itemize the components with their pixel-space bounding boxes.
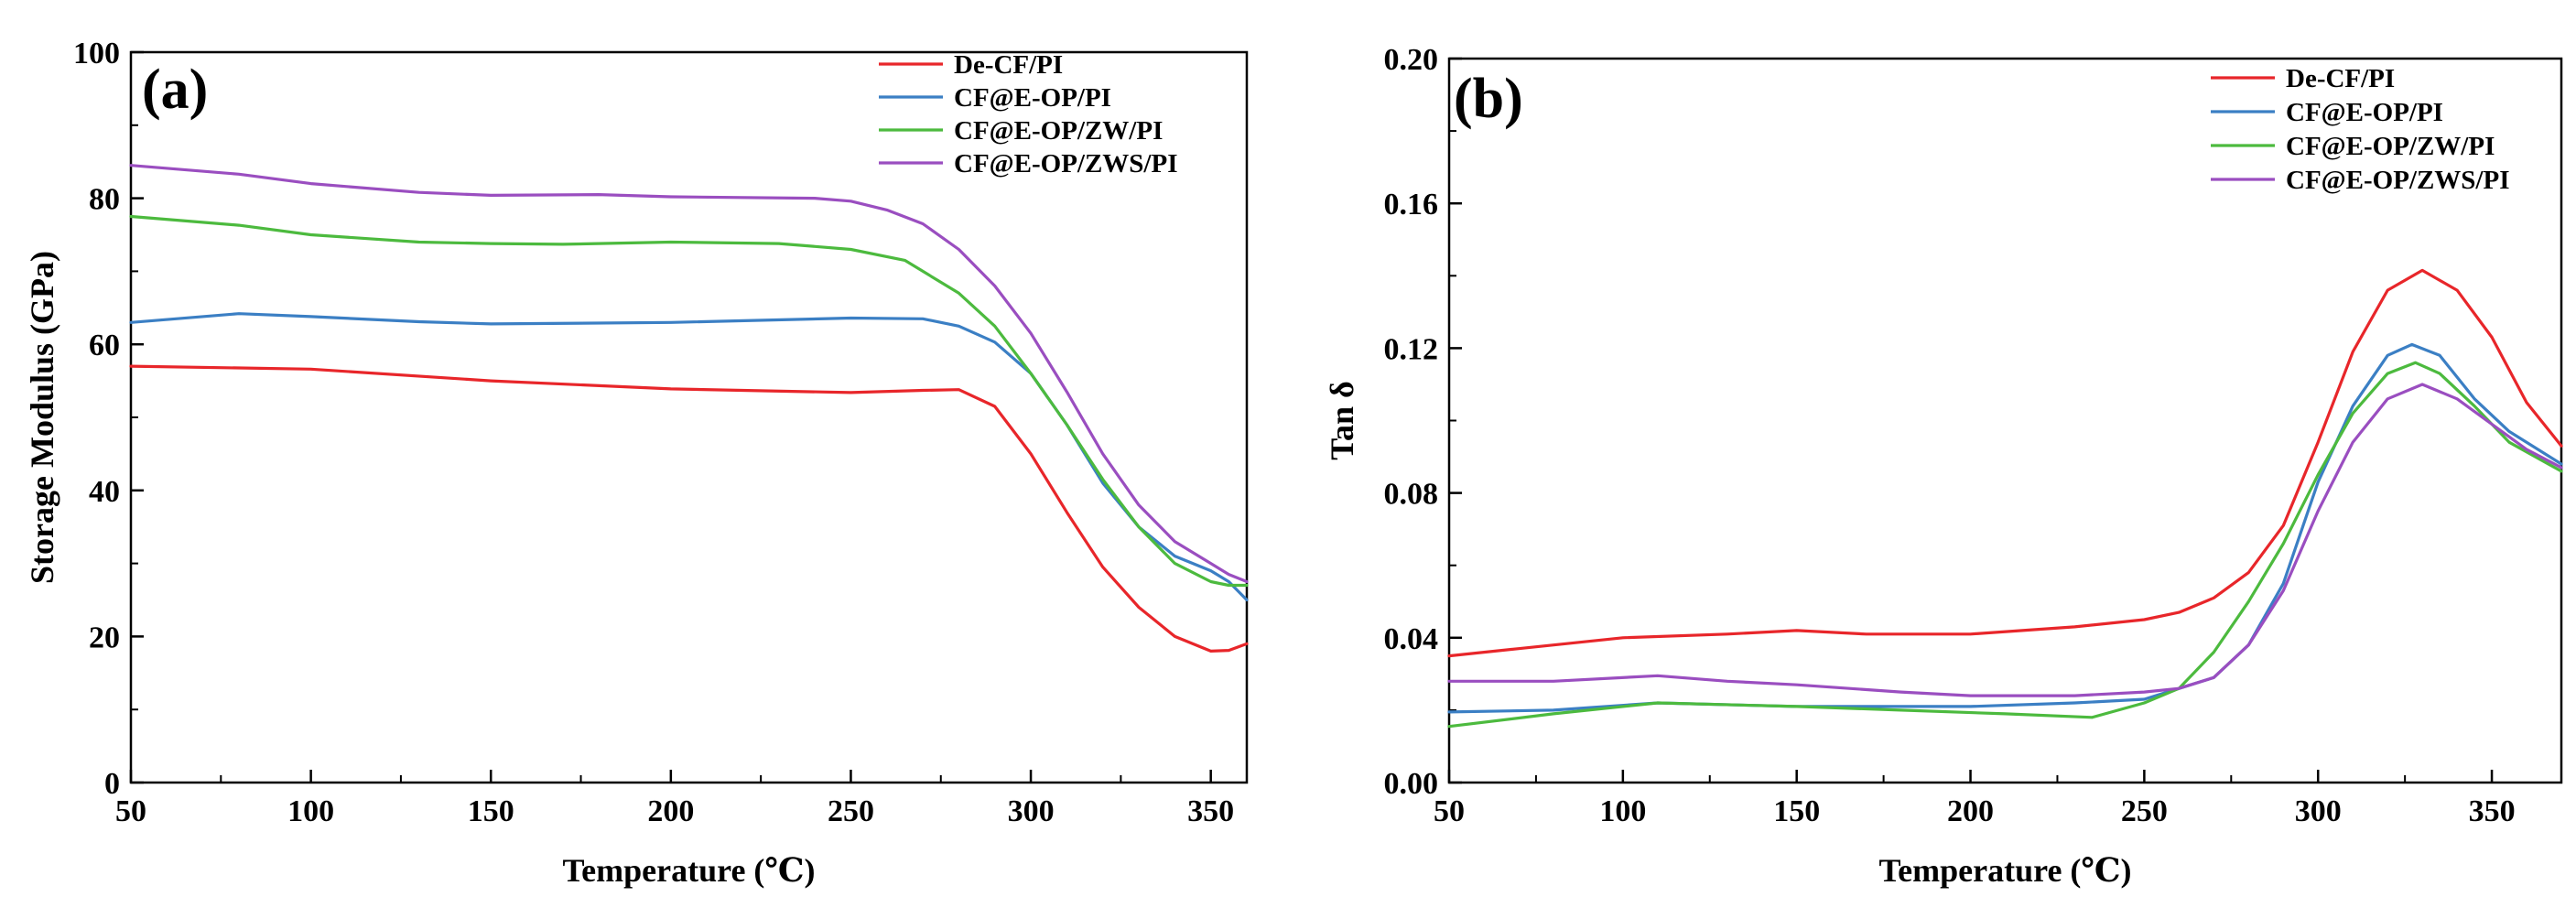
panel-a-x-tick-label: 50	[115, 794, 146, 828]
panel-a-x-tick-label: 100	[287, 794, 334, 828]
panel-b-tan-delta-chart: 50 100 150 200 250 300 350 0.00 0.04 0.08 0.12 0.16…	[1324, 43, 2563, 889]
panel-a-legend-label-cf-e-op-zw-pi: CF@E-OP/ZW/PI	[954, 116, 1163, 146]
panel-a-y-tick-label: 100	[73, 37, 120, 70]
panel-a-x-tick-label: 350	[1187, 794, 1234, 828]
panel-a-y-tick-label: 20	[89, 621, 120, 654]
panel-a-x-axis-title: Temperature (℃)	[562, 852, 815, 889]
panel-b-x-tick-label: 50	[1434, 794, 1465, 828]
panel-b-legend-label-cf-e-op-zws-pi: CF@E-OP/ZWS/PI	[2286, 166, 2510, 195]
panel-a-series-line-de-cf-pi	[129, 364, 1249, 653]
panel-b-series-line-cf-e-op-zw-pi	[1447, 361, 2563, 729]
panel-b-x-tick-label: 350	[2469, 794, 2516, 828]
panel-b-label: (b)	[1454, 68, 1523, 130]
panel-a-y-tick-label: 40	[89, 475, 120, 509]
panel-b-series-line-cf-e-op-pi	[1447, 342, 2563, 714]
panel-b-y-tick-label: 0.00	[1384, 767, 1439, 801]
panel-b-x-tick-label: 250	[2121, 794, 2168, 828]
panel-a-series-line-cf-e-op-zws-pi	[129, 164, 1249, 584]
panel-b-series-line-cf-e-op-zws-pi	[1447, 383, 2563, 697]
panel-a-y-tick-label: 60	[89, 329, 120, 362]
panel-a-series-line-cf-e-op-pi	[129, 312, 1249, 602]
panel-a-x-tick-label: 300	[1008, 794, 1055, 828]
panel-a-y-tick-label: 0	[104, 767, 120, 801]
panel-b-y-tick-label: 0.08	[1384, 478, 1439, 512]
panel-a-series-line-cf-e-op-zw-pi	[129, 214, 1249, 588]
panel-b-x-axis-title: Temperature (℃)	[1878, 852, 2131, 889]
panel-b-legend-label-de-cf-pi: De-CF/PI	[2286, 64, 2395, 93]
panel-a-y-axis-title: Storage Modulus (GPa)	[24, 251, 60, 584]
panel-b-x-tick-label: 100	[1599, 794, 1646, 828]
panel-b-x-tick-label: 150	[1773, 794, 1820, 828]
panel-a-x-tick-label: 250	[828, 794, 874, 828]
panel-b-x-tick-label: 200	[1947, 794, 1994, 828]
panel-a-x-tick-label: 150	[468, 794, 514, 828]
panel-a-x-tick-label: 200	[647, 794, 694, 828]
panel-b-series-line-de-cf-pi	[1447, 268, 2563, 658]
panel-a-storage-modulus-chart: 50 100 150 200 250 300 350 0 20 40 60 80 100 Temperat…	[24, 37, 1249, 889]
panel-a-legend-label-cf-e-op-zws-pi: CF@E-OP/ZWS/PI	[954, 149, 1178, 178]
panel-b-y-tick-label: 0.04	[1384, 622, 1439, 656]
panel-b-legend-label-cf-e-op-pi: CF@E-OP/PI	[2286, 98, 2443, 127]
panel-a-legend-label-de-cf-pi: De-CF/PI	[954, 50, 1063, 80]
panel-b-y-tick-label: 0.16	[1384, 188, 1439, 221]
panel-b-y-tick-label: 0.20	[1384, 43, 1439, 77]
panel-b-y-axis-title: Tan δ	[1324, 381, 1360, 459]
panel-b-x-tick-label: 300	[2295, 794, 2342, 828]
panel-a-legend-label-cf-e-op-pi: CF@E-OP/PI	[954, 83, 1111, 113]
panel-b-y-tick-label: 0.12	[1384, 332, 1439, 366]
panel-a-y-tick-label: 80	[89, 183, 120, 217]
panel-a-label: (a)	[142, 59, 208, 121]
panel-b-legend-label-cf-e-op-zw-pi: CF@E-OP/ZW/PI	[2286, 132, 2495, 161]
